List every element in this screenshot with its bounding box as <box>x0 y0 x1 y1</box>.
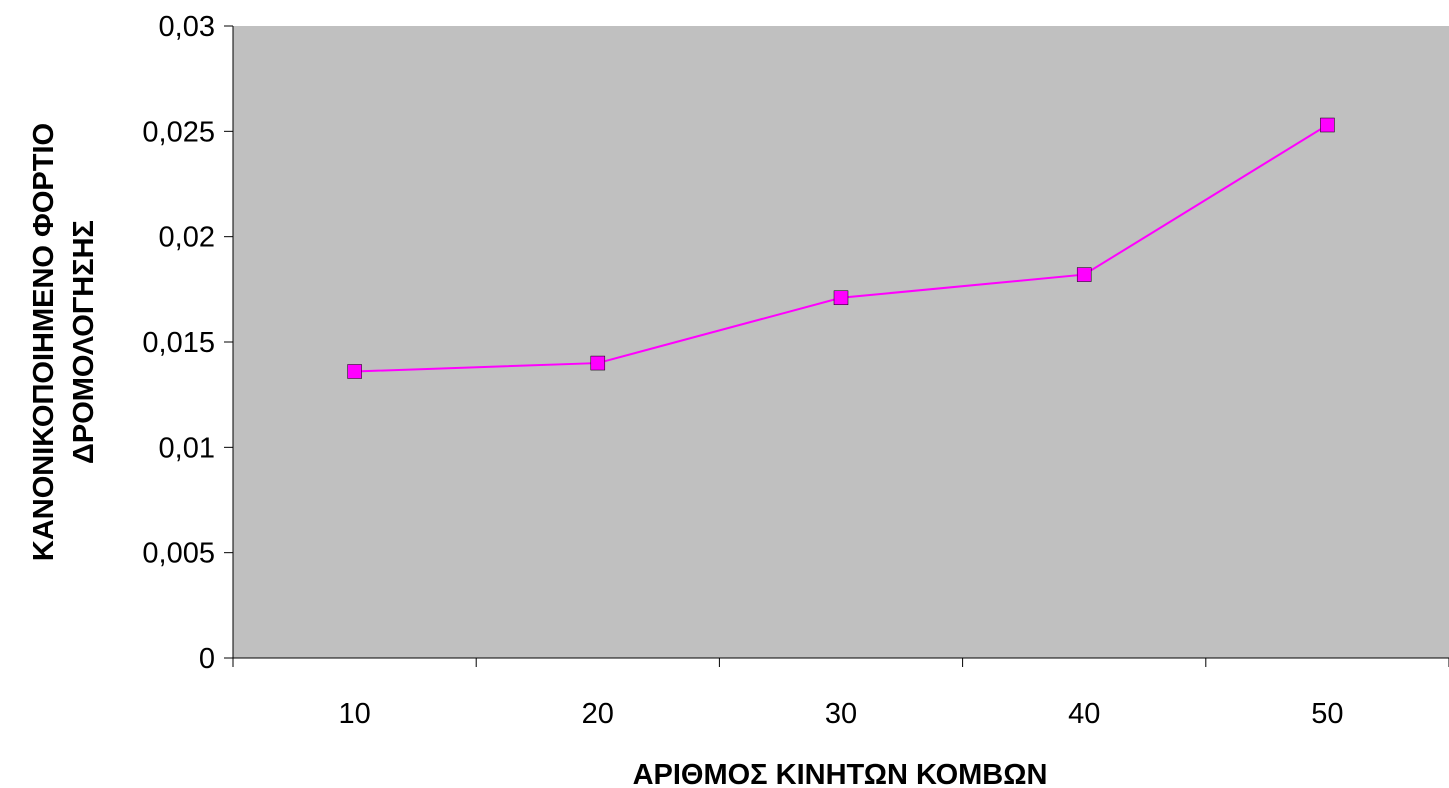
y-tick-label: 0,005 <box>142 538 215 570</box>
y-axis-ticks: 0 0,005 0,01 0,015 0,02 0,025 0,03 <box>142 11 233 675</box>
y-axis-title: ΚΑΝΟΝΙΚΟΠΟΙΗΜΕΝΟ ΦΟΡΤΙΟ ΔΡΟΜΟΛΟΓΗΣΗΣ <box>28 123 100 561</box>
x-axis-ticks: 10 20 30 40 50 <box>232 658 1449 730</box>
data-point-marker <box>590 355 606 371</box>
data-point-marker <box>1076 267 1092 282</box>
y-tick-label: 0,015 <box>142 327 215 359</box>
y-tick-label: 0,03 <box>159 11 215 43</box>
x-tick-label: 50 <box>1311 698 1343 730</box>
data-point-marker <box>833 290 849 306</box>
x-tick-label: 20 <box>582 698 614 730</box>
plot-area <box>233 26 1449 658</box>
x-tick-label: 10 <box>338 698 370 730</box>
x-tick-label: 30 <box>825 698 857 730</box>
y-tick-label: 0,025 <box>142 116 215 148</box>
data-point-marker <box>1320 117 1335 133</box>
y-axis-title-line-1: ΚΑΝΟΝΙΚΟΠΟΙΗΜΕΝΟ ΦΟΡΤΙΟ <box>28 123 60 561</box>
y-tick-label: 0,02 <box>159 222 215 254</box>
x-axis-title: ΑΡΙΘΜΟΣ ΚΙΝΗΤΩΝ ΚΟΜΒΩΝ <box>633 759 1048 788</box>
x-tick-label: 40 <box>1068 698 1100 730</box>
y-tick-label: 0 <box>199 643 215 675</box>
y-axis-title-line-2: ΔΡΟΜΟΛΟΓΗΣΗΣ <box>68 220 100 464</box>
y-tick-label: 0,01 <box>159 432 215 464</box>
series-layer <box>347 117 1335 379</box>
data-point-marker <box>347 364 362 379</box>
